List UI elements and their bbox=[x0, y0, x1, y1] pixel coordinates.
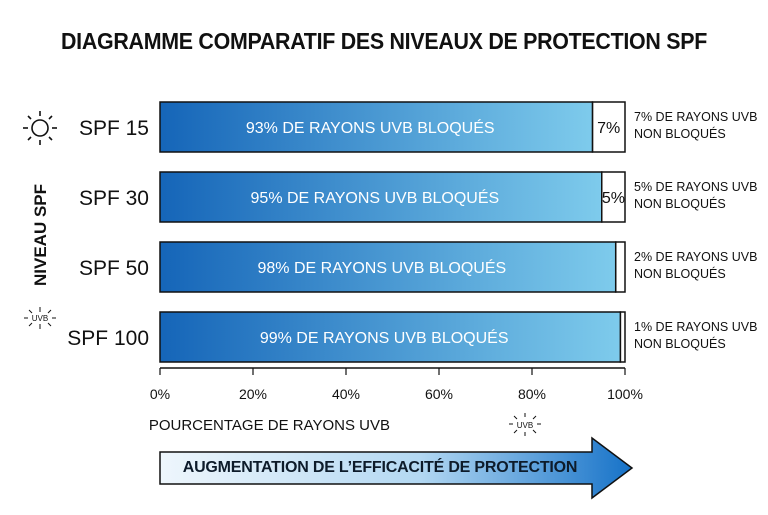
side-note-3-1: NON BLOQUÉS bbox=[634, 336, 726, 351]
uvb-icon: UVB bbox=[24, 307, 56, 329]
side-note-2-1: NON BLOQUÉS bbox=[634, 266, 726, 281]
efficiency-arrow bbox=[159, 436, 634, 500]
uvb-icon-text: UVB bbox=[517, 421, 533, 430]
bar-blocked-2 bbox=[159, 241, 617, 293]
remainder-label-0: 7% bbox=[597, 120, 620, 137]
category-label-1: SPF 30 bbox=[79, 187, 149, 210]
side-note-1-0: 5% DE RAYONS UVB bbox=[634, 180, 757, 194]
uvb-icon: UVB bbox=[509, 413, 541, 436]
y-axis-title: NIVEAU SPF bbox=[31, 184, 50, 286]
side-note-1-1: NON BLOQUÉS bbox=[634, 196, 726, 211]
bar-unblocked-0 bbox=[591, 101, 626, 153]
bar-blocked-1 bbox=[159, 171, 603, 223]
side-note-0-0: 7% DE RAYONS UVB bbox=[634, 110, 757, 124]
side-note-3-0: 1% DE RAYONS UVB bbox=[634, 320, 757, 334]
category-label-0: SPF 15 bbox=[79, 117, 149, 140]
side-note-2-0: 2% DE RAYONS UVB bbox=[634, 250, 757, 264]
x-tick-label-1: 20% bbox=[239, 386, 267, 402]
x-tick-label-4: 80% bbox=[518, 386, 546, 402]
sun-icon bbox=[23, 111, 57, 145]
bar-blocked-3 bbox=[159, 311, 622, 363]
bar-label-0: 93% DE RAYONS UVB BLOQUÉS bbox=[246, 118, 495, 137]
bar-label-2: 98% DE RAYONS UVB BLOQUÉS bbox=[258, 258, 507, 277]
x-tick-label-2: 40% bbox=[332, 386, 360, 402]
category-label-2: SPF 50 bbox=[79, 257, 149, 280]
side-note-0-1: NON BLOQUÉS bbox=[634, 126, 726, 141]
x-axis-title: POURCENTAGE DE RAYONS UVB bbox=[149, 417, 390, 434]
category-label-3: SPF 100 bbox=[67, 327, 149, 350]
bar-unblocked-2 bbox=[614, 241, 626, 293]
efficiency-banner-label: AUGMENTATION DE L’EFFICACITÉ DE PROTECTI… bbox=[182, 459, 578, 476]
x-tick-label-5: 100% bbox=[607, 386, 643, 402]
bar-blocked-0 bbox=[159, 101, 594, 153]
bar-label-3: 99% DE RAYONS UVB BLOQUÉS bbox=[260, 328, 509, 347]
remainder-label-1: 5% bbox=[602, 190, 625, 207]
uvb-icon-text: UVB bbox=[32, 314, 48, 323]
chart-title: DIAGRAMME COMPARATIF DES NIVEAUX DE PROT… bbox=[60, 28, 708, 54]
bar-label-1: 95% DE RAYONS UVB BLOQUÉS bbox=[251, 188, 500, 207]
x-tick-label-0: 0% bbox=[150, 386, 170, 402]
x-tick-label-3: 60% bbox=[425, 386, 453, 402]
